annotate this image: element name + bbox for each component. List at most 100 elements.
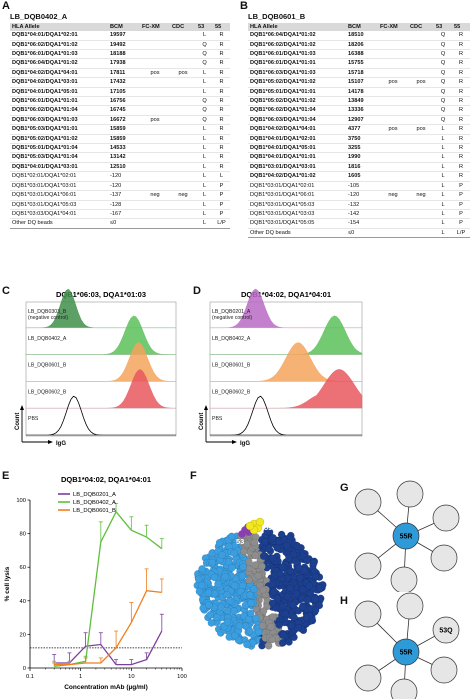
atom-sphere <box>226 597 234 605</box>
header-55: 55 <box>452 23 470 32</box>
cell-fcxm <box>140 96 170 107</box>
cell-fcxm <box>140 31 170 41</box>
cell-cdc <box>170 152 196 163</box>
y-tick-label: 20 <box>20 632 26 638</box>
cell-fcxm <box>378 200 408 210</box>
cell-allele: DQB1*02:01/DQA1*02:01 <box>10 171 108 182</box>
network-node <box>390 678 418 699</box>
cell-bcm: 13849 <box>346 96 378 107</box>
track-label: PBS <box>28 416 39 422</box>
cell-bcm: 15859 <box>108 134 140 145</box>
header-allele: HLA Allele <box>248 23 346 32</box>
cell-fcxm <box>140 49 170 60</box>
cell-p53: L <box>196 77 213 88</box>
atom-sphere <box>251 551 260 560</box>
atom-sphere <box>194 575 203 584</box>
cell-bcm: 18510 <box>346 31 378 41</box>
table-row: DQB1*06:01/DQA1*01:01 15755 Q R <box>248 58 470 69</box>
cell-allele: DQB1*06:01/DQA1*01:01 <box>248 58 346 69</box>
cell-cdc <box>408 228 434 239</box>
cell-p55: L/P <box>213 218 230 229</box>
atom-sphere <box>239 563 247 571</box>
cell-cdc <box>408 96 434 107</box>
atom-sphere <box>294 564 303 572</box>
table-a-container: LB_DQB0402_A HLA Allele BCM FC-XM CDC 53… <box>10 12 230 229</box>
network-node <box>396 480 424 508</box>
cell-p55: R <box>452 134 470 145</box>
cell-allele: DQB1*06:03/DQA1*01:04 <box>248 115 346 126</box>
cell-bcm: 18188 <box>108 49 140 60</box>
cell-bcm: 12907 <box>346 115 378 126</box>
cell-cdc <box>408 58 434 69</box>
cell-cdc <box>170 171 196 182</box>
table-row: DQB1*03:03/DQA1*04:01 -167 L P <box>10 209 230 220</box>
cell-cdc <box>170 181 196 192</box>
cell-cdc <box>408 40 434 51</box>
track-label: LB_DQB0303_B <box>28 309 67 315</box>
cell-bcm: 15755 <box>346 58 378 69</box>
atom-sphere <box>247 599 255 607</box>
cell-p53: Q <box>196 40 213 51</box>
cell-p53: L <box>196 143 213 154</box>
atom-sphere <box>249 585 258 593</box>
cell-fcxm: pos <box>378 77 408 88</box>
arrow-head-icon <box>48 440 53 444</box>
cell-bcm: 1990 <box>346 152 378 163</box>
cell-bcm: 1816 <box>346 162 378 173</box>
atom-sphere <box>221 572 229 581</box>
cell-allele: DQB1*04:01/DQA1*03:01 <box>10 162 108 173</box>
network-node <box>432 504 460 532</box>
cell-p53: Q <box>196 105 213 116</box>
atom-sphere <box>246 591 254 599</box>
network-center-node <box>392 638 420 666</box>
atom-sphere <box>205 601 213 609</box>
cell-p53: Q <box>434 87 452 98</box>
atom-sphere <box>228 564 236 572</box>
cell-allele: DQB1*06:03/DQA1*01:03 <box>248 68 346 79</box>
plot-frame <box>25 301 177 437</box>
atom-sphere <box>290 613 298 622</box>
panel-letter-g: G <box>340 482 349 494</box>
atom-sphere <box>309 559 318 567</box>
cell-p55: P <box>452 190 470 201</box>
atom-sphere <box>251 614 260 623</box>
atom-sphere <box>311 606 320 614</box>
table-footer-row: Other DQ beads ≤0 L L/P <box>10 218 230 229</box>
atom-sphere <box>311 572 320 581</box>
cell-allele: DQB1*06:01/DQA1*01:01 <box>10 96 108 107</box>
atom-sphere <box>245 576 253 584</box>
atom-sphere <box>250 538 259 547</box>
cell-bcm: 17811 <box>108 68 140 79</box>
cell-fcxm <box>378 218 408 229</box>
atom-sphere <box>235 622 244 630</box>
cell-p55: R <box>213 152 230 163</box>
cell-p53: L <box>196 162 213 173</box>
track-label: LB_DQB0601_B <box>28 363 67 369</box>
table-b-container: LB_DQB0601_B HLA Allele BCM FC-XM CDC 53… <box>248 12 470 239</box>
cell-fcxm <box>140 218 170 229</box>
cell-bcm: 17938 <box>108 58 140 69</box>
cell-cdc <box>408 105 434 116</box>
cell-fcxm <box>140 58 170 69</box>
x-tick-label: 1 <box>79 674 82 680</box>
cell-bcm: -120 <box>108 171 140 182</box>
cell-allele: DQB1*03:01/DQA1*03:01 <box>248 162 346 173</box>
cell-p53: L <box>196 124 213 135</box>
table-row: DQB1*03:01/DQA1*02:01 -105 L P <box>248 181 470 192</box>
cell-bcm: 17432 <box>108 77 140 88</box>
table-row: DQB1*05:02/DQA1*01:02 13849 Q R <box>248 96 470 107</box>
cell-fcxm <box>140 171 170 182</box>
table-row: DQB1*03:01/DQA1*05:03 -132 L P <box>248 200 470 210</box>
legend-label: LB_DQB0402_A <box>73 500 116 506</box>
cell-cdc <box>170 124 196 135</box>
table-a-title: LB_DQB0402_A <box>10 12 68 21</box>
x-axis-label: IgG <box>240 441 250 447</box>
cell-p55: P <box>452 181 470 192</box>
table-row: DQB1*06:04/DQA1*01:02 17938 Q R <box>10 58 230 69</box>
y-tick-label: 40 <box>20 599 26 605</box>
cell-p53: L <box>434 143 452 154</box>
cell-p53: Q <box>434 68 452 79</box>
atom-sphere <box>217 603 225 611</box>
atom-sphere <box>223 618 232 626</box>
atom-sphere <box>292 590 301 598</box>
